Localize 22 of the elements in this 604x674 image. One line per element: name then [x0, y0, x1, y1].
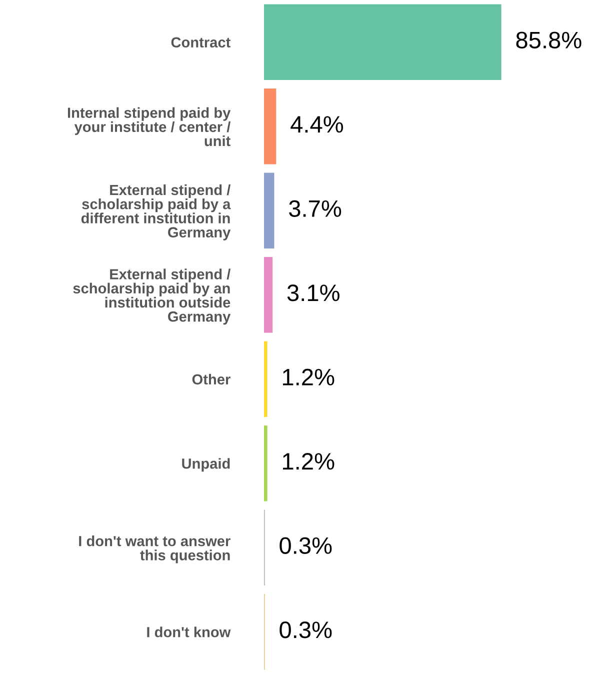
data-label: 1.2%: [283, 368, 334, 386]
bar: [264, 341, 268, 418]
data-label: 0.3%: [280, 621, 332, 638]
bar: [264, 425, 268, 502]
y-tick-label: External stipend / scholarship paid by an institution outside Germany: [73, 268, 231, 325]
data-label: 4.4%: [290, 116, 344, 133]
data-label: 1.2%: [283, 452, 334, 470]
bar: [264, 4, 502, 80]
bar: [264, 88, 276, 164]
data-label: 0.3%: [280, 537, 332, 554]
data-label: 3.7%: [289, 200, 342, 217]
y-tick-label: Internal stipend paid by your institute / center / unit: [68, 107, 231, 146]
y-tick-label: I don't know: [147, 626, 231, 638]
bar: [264, 172, 274, 249]
y-tick-label: Unpaid: [182, 458, 230, 472]
data-label: 85.8%: [516, 32, 582, 48]
bar: [264, 256, 273, 333]
y-tick-label: I don't want to answer this question: [79, 536, 230, 564]
y-tick-label: External stipend / scholarship paid by a different institution in Germany: [81, 184, 231, 240]
y-tick-label: Other: [192, 374, 230, 385]
data-label: 3.1%: [287, 284, 340, 302]
y-tick-label: Contract: [171, 37, 230, 48]
